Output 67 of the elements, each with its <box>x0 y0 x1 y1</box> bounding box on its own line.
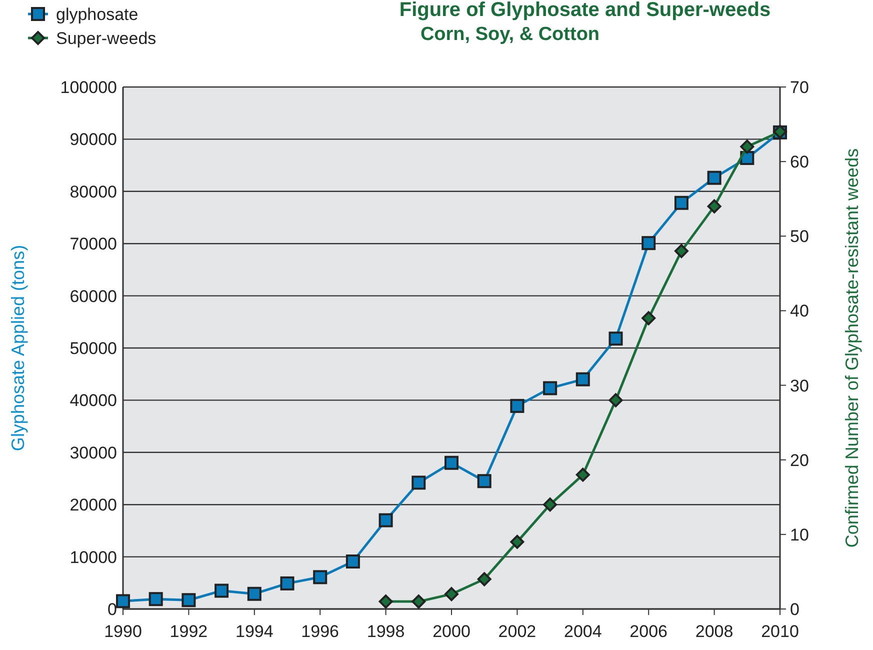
x-tick-label: 2006 <box>630 622 668 641</box>
point <box>642 236 656 250</box>
x-tick-label: 2000 <box>432 622 470 641</box>
y2-tick-label: 30 <box>790 376 809 396</box>
y-tick-label: 0 <box>108 600 117 619</box>
point <box>642 311 656 326</box>
point <box>576 372 590 386</box>
point <box>412 476 426 490</box>
point <box>444 587 458 602</box>
y2-tick-label: 0 <box>790 600 800 619</box>
y-tick-label: 80000 <box>70 182 117 202</box>
y-tick-label: 60000 <box>70 286 117 306</box>
point <box>740 140 754 154</box>
point <box>444 456 458 470</box>
point <box>313 570 328 584</box>
point <box>510 398 524 413</box>
y2-tick-label: 60 <box>790 152 809 172</box>
y-tick-label: 100000 <box>60 78 117 97</box>
point <box>116 594 130 608</box>
point <box>674 196 688 210</box>
y-tick-label: 50000 <box>70 339 117 358</box>
point <box>214 584 229 598</box>
y-tick-label: 90000 <box>70 130 117 150</box>
x-tick-label: 2004 <box>564 622 602 641</box>
point <box>608 393 623 408</box>
x-tick-label: 2010 <box>761 622 799 641</box>
legend-label: Super-weeds <box>56 29 156 48</box>
point <box>674 244 688 258</box>
point <box>378 594 393 609</box>
y-tick-label: 70000 <box>70 234 117 254</box>
y-axis-title: Glyphosate Applied (tons) <box>8 244 28 452</box>
chart-title: Figure of Glyphosate and Super-weeds <box>399 0 771 21</box>
y2-tick-label: 40 <box>790 302 809 321</box>
x-tick-label: 1992 <box>170 622 208 641</box>
point <box>477 572 492 586</box>
y2-axis-title: Confirmed Number of Glyphosate-resistant weeds <box>842 148 862 548</box>
point <box>182 593 196 608</box>
point <box>608 332 623 346</box>
point <box>247 586 262 601</box>
y-tick-label: 10000 <box>70 548 117 567</box>
y-tick-label: 40000 <box>70 391 117 410</box>
x-tick-label: 1994 <box>235 622 274 641</box>
x-tick-label: 1998 <box>366 622 405 641</box>
y2-tick-label: 10 <box>790 525 809 544</box>
point <box>148 592 163 606</box>
x-tick-label: 2002 <box>498 622 536 641</box>
point <box>378 513 393 528</box>
point <box>280 576 294 590</box>
point <box>543 381 558 396</box>
x-tick-label: 1996 <box>301 622 340 641</box>
point <box>707 199 722 214</box>
point <box>576 468 590 482</box>
point <box>510 534 524 549</box>
y2-tick-label: 50 <box>790 227 809 246</box>
y-tick-label: 20000 <box>70 496 117 515</box>
point <box>707 170 722 185</box>
legend-label: glyphosate <box>56 5 138 24</box>
y2-tick-label: 70 <box>790 78 809 97</box>
point <box>412 594 426 609</box>
x-tick-label: 2008 <box>695 622 734 641</box>
point <box>477 474 492 488</box>
point <box>346 554 360 568</box>
point <box>543 498 558 512</box>
chart-subtitle: Corn, Soy, & Cotton <box>420 24 600 45</box>
x-tick-label: 1990 <box>104 622 142 641</box>
y-tick-label: 30000 <box>70 443 117 462</box>
y2-tick-label: 20 <box>790 450 809 470</box>
